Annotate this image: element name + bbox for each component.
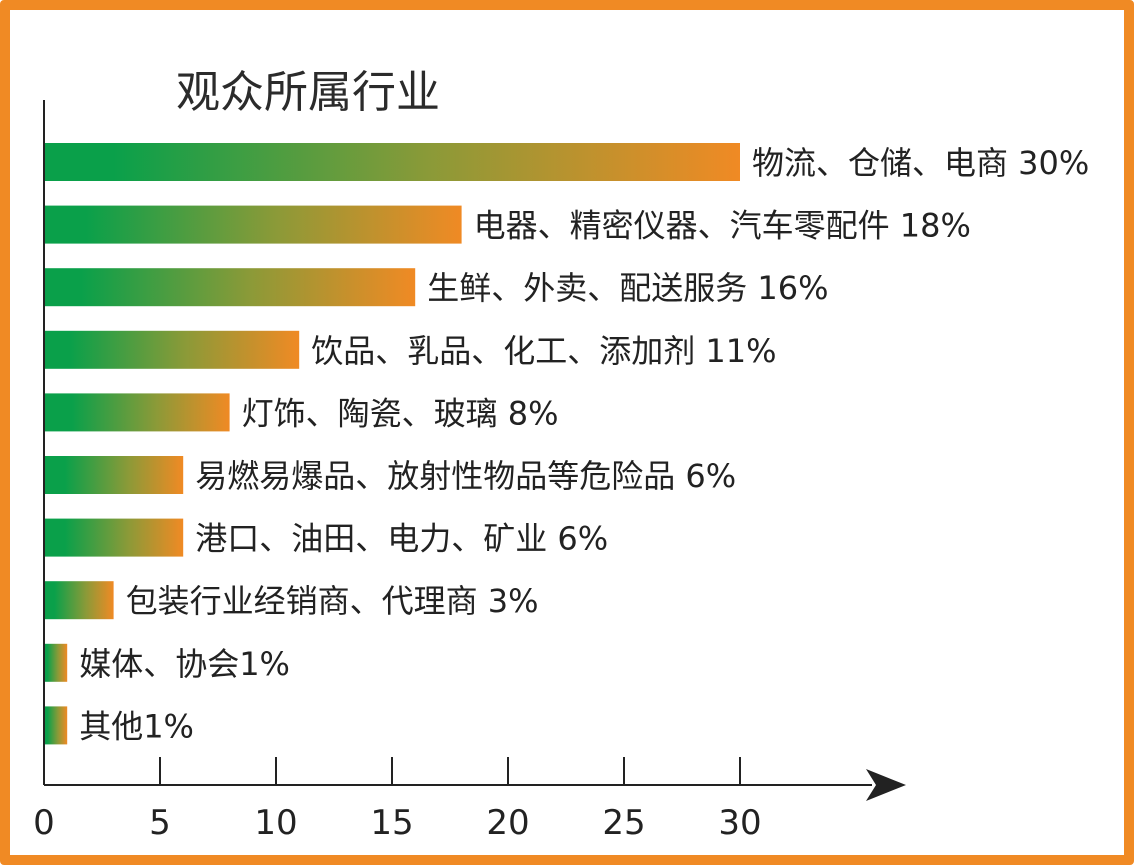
bar-label-10: 其他1% <box>79 707 194 745</box>
x-tick-label-5: 5 <box>149 803 171 843</box>
bar-label-2: 电器、精密仪器、汽车零配件 18% <box>474 207 971 245</box>
bar-9 <box>44 643 68 682</box>
bar-label-3: 生鲜、外卖、配送服务 16% <box>427 269 828 307</box>
bar-3 <box>44 268 416 307</box>
bar-label-4: 饮品、乳品、化工、添加剂 11% <box>311 332 776 370</box>
x-tick-label-25: 25 <box>602 803 645 843</box>
x-tick-label-0: 0 <box>33 803 55 843</box>
x-tick-label-20: 20 <box>486 803 529 843</box>
bar-label-5: 灯饰、陶瓷、玻璃 8% <box>242 394 559 432</box>
bar-4 <box>44 330 300 369</box>
bar-2 <box>44 205 462 244</box>
x-axis-arrow-icon <box>866 769 906 801</box>
bar-10 <box>44 706 68 745</box>
bar-label-8: 包装行业经销商、代理商 3% <box>126 582 539 620</box>
bar-8 <box>44 581 114 620</box>
bar-6 <box>44 456 184 494</box>
x-tick-label-30: 30 <box>718 803 761 843</box>
chart-title: 观众所属行业 <box>176 67 440 118</box>
x-tick-label-15: 15 <box>370 803 413 843</box>
bar-label-1: 物流、仓储、电商 30% <box>752 144 1089 182</box>
bar-7 <box>44 518 184 557</box>
bar-1 <box>44 143 740 181</box>
bar-label-7: 港口、油田、电力、矿业 6% <box>195 520 608 558</box>
bar-5 <box>44 393 230 432</box>
bar-label-9: 媒体、协会1% <box>79 645 290 683</box>
bar-label-6: 易燃易爆品、放射性物品等危险品 6% <box>195 457 736 495</box>
x-tick-label-10: 10 <box>254 803 297 843</box>
